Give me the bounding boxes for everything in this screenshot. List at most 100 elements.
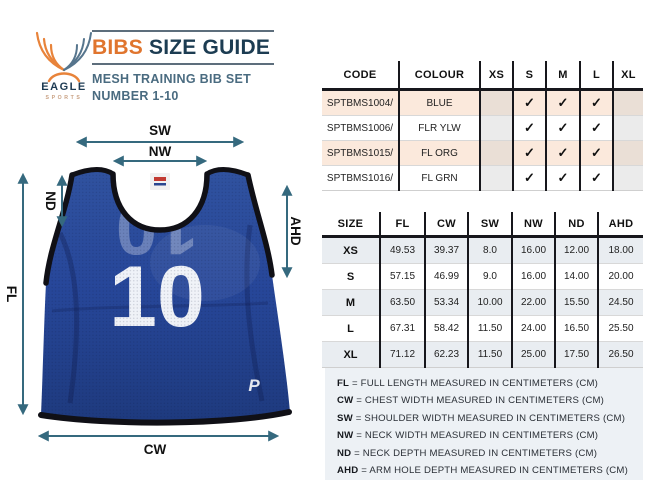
size-cell: M — [322, 289, 380, 316]
legend-text: = SHOULDER WIDTH MEASURED IN CENTIMETERS… — [352, 412, 626, 424]
legend-abbr: FL — [337, 378, 350, 389]
measurement-cell: 20.00 — [597, 263, 643, 290]
check-icon: ✓ — [512, 140, 546, 166]
eagle-sports-logo: EAGLE SPORTS — [35, 31, 92, 101]
measurement-cell: 17.50 — [554, 341, 598, 368]
legend-abbr: ND — [337, 447, 352, 459]
measurement-cell: 14.00 — [554, 263, 598, 290]
check-icon: ✓ — [579, 89, 613, 116]
measurement-cell: 58.42 — [424, 315, 468, 342]
size-cell: S — [322, 263, 380, 290]
size-row: S 57.15 46.99 9.0 16.00 14.00 20.00 — [322, 263, 643, 290]
measurement-cell: 10.00 — [467, 289, 512, 316]
legend-text: = NECK WIDTH MEASURED IN CENTIMETERS (CM… — [353, 430, 599, 442]
availability-table-section: CODE COLOUR XS S M L XL SPTBMS1004/BLUE ✓ ✓ ✓ SPTB… — [322, 61, 644, 191]
bib-measurement-diagram: 10 10 P — [4, 123, 303, 457]
column-header: S — [512, 61, 546, 91]
size-row: L 67.31 58.42 11.50 24.00 16.50 25.50 — [322, 315, 643, 342]
measurement-cell: 26.50 — [597, 341, 643, 368]
legend-item: SW = SHOULDER WIDTH MEASURED IN CENTIMET… — [337, 410, 643, 427]
measurement-cell: 62.23 — [424, 341, 468, 368]
page-title-rest: SIZE GUIDE — [142, 36, 271, 59]
measurement-cell: 67.31 — [379, 315, 425, 342]
measurement-cell: 71.12 — [379, 341, 425, 368]
availability-cell — [612, 89, 643, 116]
size-table: SIZE FL CW SW NW ND AHD XS 49.53 39.37 8.0 16.00 12… — [322, 212, 643, 368]
column-header: FL — [379, 212, 425, 238]
page-title-accent: BIBS — [92, 36, 143, 59]
code-cell: SPTBMS1006/ — [322, 115, 399, 141]
availability-row: SPTBMS1015/FL ORG ✓ ✓ ✓ — [322, 140, 643, 166]
column-header: CODE — [322, 61, 399, 91]
size-table-body: XS 49.53 39.37 8.0 16.00 12.00 18.00 S 57.15 46.9… — [322, 236, 643, 368]
title-rule-bottom — [92, 63, 274, 65]
measurement-cell: 15.50 — [554, 289, 598, 316]
availability-table-body: SPTBMS1004/BLUE ✓ ✓ ✓ SPTBMS1006/FLR YLW ✓ ✓ ✓ S… — [322, 89, 643, 191]
check-icon: ✓ — [512, 115, 546, 141]
measurement-cell: 25.00 — [511, 341, 555, 368]
availability-table: CODE COLOUR XS S M L XL SPTBMS1004/BLUE ✓ ✓ ✓ SPTB… — [322, 61, 643, 191]
measurement-cell: 18.00 — [597, 236, 643, 264]
page-title: BIBS SIZE GUIDE — [92, 36, 274, 60]
measurement-cell: 9.0 — [467, 263, 512, 290]
availability-cell — [479, 89, 513, 116]
colour-cell: FL ORG — [398, 140, 480, 166]
column-header: XS — [479, 61, 513, 91]
eagle-wings-icon — [35, 31, 92, 83]
size-header-row: SIZE FL CW SW NW ND AHD — [322, 212, 643, 238]
availability-cell — [479, 115, 513, 141]
legend-text: = NECK DEPTH MEASURED IN CENTIMETERS (CM… — [351, 447, 598, 459]
legend-abbr: AHD — [337, 465, 359, 477]
availability-row: SPTBMS1016/FL GRN ✓ ✓ ✓ — [322, 165, 643, 191]
check-icon: ✓ — [545, 115, 580, 141]
measurement-cell: 12.00 — [554, 236, 598, 264]
cw-label: CW — [144, 442, 167, 457]
legend-item: CW = CHEST WIDTH MEASURED IN CENTIMETERS… — [337, 392, 643, 409]
column-header: COLOUR — [398, 61, 480, 91]
size-cell: XS — [343, 244, 358, 257]
bib-maker-logo: P — [248, 376, 260, 395]
check-icon: ✓ — [512, 165, 546, 191]
brand-tagline: SPORTS — [46, 95, 83, 101]
brand-name: EAGLE — [41, 81, 86, 93]
measurement-cell: 49.53 — [379, 236, 425, 264]
check-icon: ✓ — [579, 140, 613, 166]
size-table-section: SIZE FL CW SW NW ND AHD XS 49.53 39.37 8.0 16.00 12… — [322, 212, 644, 368]
colour-cell: BLUE — [398, 89, 480, 116]
measurement-cell: 53.34 — [424, 289, 468, 316]
measurement-cell: 63.50 — [379, 289, 425, 316]
availability-header-row: CODE COLOUR XS S M L XL — [322, 61, 643, 91]
code-cell: SPTBMS1015/ — [322, 140, 399, 166]
legend-item: ND = NECK DEPTH MEASURED IN CENTIMETERS … — [337, 445, 643, 462]
nd-label: ND — [43, 191, 58, 211]
abbreviation-legend: FL = FULL LENGTH MEASURED IN CENTIMETERS… — [325, 368, 643, 480]
neck-tag — [150, 173, 170, 190]
colour-cell: FL GRN — [398, 165, 480, 191]
check-icon: ✓ — [545, 89, 580, 116]
column-header: XL — [612, 61, 643, 91]
availability-cell — [612, 115, 643, 141]
measurement-cell: 46.99 — [424, 263, 468, 290]
size-row: XS 49.53 39.37 8.0 16.00 12.00 18.00 — [322, 236, 643, 264]
title-block: BIBS SIZE GUIDE MESH TRAINING BIB SET NU… — [92, 30, 274, 105]
availability-cell — [612, 165, 643, 191]
check-icon: ✓ — [579, 165, 613, 191]
fl-label: FL — [4, 286, 19, 303]
legend-item: AHD = ARM HOLE DEPTH MEASURED IN CENTIME… — [337, 462, 643, 479]
measurement-cell: 22.00 — [511, 289, 555, 316]
sw-label: SW — [149, 123, 171, 138]
availability-row: SPTBMS1004/BLUE ✓ ✓ ✓ — [322, 89, 643, 116]
subtitle-line1: MESH TRAINING BIB SET — [92, 72, 252, 86]
subtitle-line2: NUMBER 1-10 — [92, 89, 179, 103]
measurement-cell: 8.0 — [467, 236, 512, 264]
check-icon: ✓ — [545, 140, 580, 166]
legend-abbr: CW — [337, 395, 354, 407]
column-header: M — [545, 61, 580, 91]
column-header: SIZE — [322, 212, 380, 238]
legend-text: = FULL LENGTH MEASURED IN CENTIMETERS (C… — [349, 378, 599, 389]
title-rule-top — [92, 30, 274, 32]
legend-text: = CHEST WIDTH MEASURED IN CENTIMETERS (C… — [353, 395, 605, 407]
check-icon: ✓ — [545, 165, 580, 191]
column-header: CW — [424, 212, 468, 238]
legend-abbr: NW — [337, 430, 354, 442]
